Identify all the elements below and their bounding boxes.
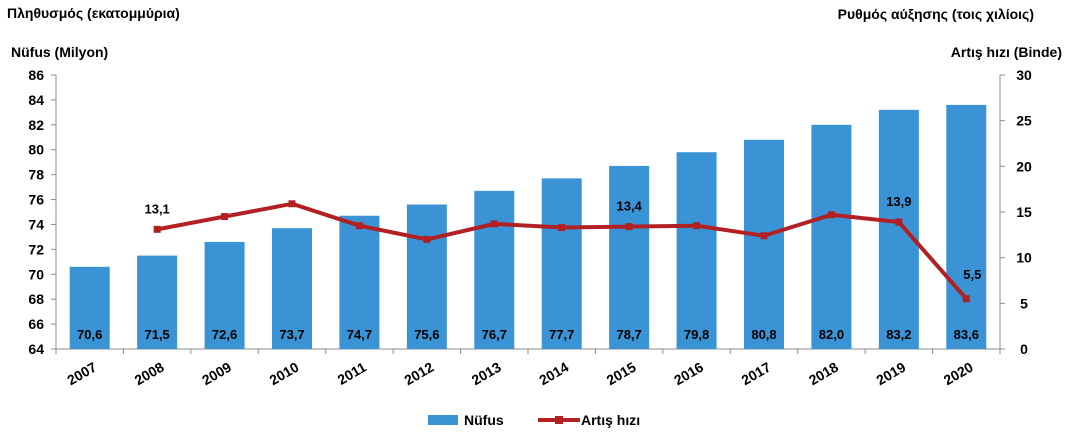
left-tick-label: 86 — [28, 67, 44, 83]
right-tick-label: 0 — [1020, 341, 1028, 357]
right-tick-label: 20 — [1016, 158, 1032, 174]
x-tick-label: 2019 — [873, 359, 908, 389]
bar-value-label: 74,7 — [347, 327, 372, 342]
bar-value-label: 76,7 — [482, 327, 507, 342]
growth-marker — [423, 235, 431, 243]
x-tick-label: 2011 — [335, 359, 369, 388]
x-tick-label: 2018 — [806, 359, 841, 389]
left-tick-label: 78 — [28, 167, 44, 183]
right-tick-label: 30 — [1016, 67, 1032, 83]
growth-marker — [558, 224, 566, 232]
x-tick-label: 2009 — [199, 359, 234, 389]
bar — [811, 124, 852, 350]
bar — [609, 165, 650, 349]
left-tick-label: 66 — [28, 316, 44, 332]
bar — [272, 228, 312, 349]
legend-label-artis: Artış hızı — [581, 412, 640, 428]
x-tick-label: 2007 — [64, 359, 99, 389]
x-tick-label: 2016 — [671, 359, 706, 389]
bar — [339, 215, 380, 349]
bar-value-label: 77,7 — [549, 327, 574, 342]
greek-population-title: Πληθυσμός (εκατομμύρια) — [7, 5, 180, 21]
growth-marker — [693, 222, 701, 230]
left-tick-label: 82 — [28, 117, 44, 133]
growth-marker — [827, 211, 835, 219]
bars: 70,6 71,5 72,6 73,7 74,7 75,6 76,7 77,7 78,7 79,8… — [69, 104, 987, 350]
bar-value-label: 83,6 — [954, 327, 979, 342]
x-tick-label: 2017 — [739, 359, 774, 389]
bar — [474, 190, 515, 349]
left-tick-label: 64 — [28, 341, 44, 357]
growth-marker — [153, 225, 161, 233]
x-tick-label: 2010 — [267, 359, 302, 389]
bar-value-label: 83,2 — [886, 327, 911, 342]
left-tick-label: 76 — [28, 192, 44, 208]
bar-value-label: 75,6 — [414, 327, 439, 342]
left-tick-label: 84 — [28, 92, 44, 108]
x-tick-label: 2014 — [536, 359, 571, 389]
bar-value-label: 70,6 — [77, 327, 102, 342]
growth-marker — [221, 213, 229, 221]
bar-value-label: 80,8 — [751, 327, 776, 342]
growth-value-label: 13,1 — [144, 201, 169, 216]
bar — [541, 178, 582, 349]
bar — [744, 139, 784, 349]
x-tick-label: 2013 — [469, 359, 504, 389]
growth-value-label: 13,9 — [886, 194, 911, 209]
growth-value-label: 13,4 — [616, 199, 642, 214]
right-tick-label: 10 — [1016, 250, 1032, 266]
bar-value-label: 79,8 — [684, 327, 709, 342]
growth-marker — [962, 295, 970, 303]
right-tick-label: 5 — [1020, 295, 1028, 311]
bar-value-label: 82,0 — [819, 327, 844, 342]
bar — [69, 266, 110, 349]
bar-value-label: 73,7 — [279, 327, 304, 342]
greek-growth-rate-title: Ρυθμός αύξησης (τοις χιλίοις) — [837, 6, 1034, 22]
legend-marker-artis — [555, 416, 563, 424]
legend-swatch-nufus — [428, 415, 458, 425]
left-tick-label: 72 — [28, 241, 44, 257]
bar — [878, 109, 919, 349]
x-tick-label: 2008 — [132, 359, 167, 389]
bar — [137, 255, 178, 349]
legend: Nüfus Artış hızı — [428, 412, 640, 428]
left-tick-label: 74 — [28, 216, 44, 232]
right-tick-label: 25 — [1016, 113, 1032, 129]
bar — [946, 104, 987, 350]
growth-marker — [288, 200, 296, 208]
x-tick-label: 2020 — [941, 359, 976, 389]
growth-marker — [760, 232, 768, 240]
growth-value-label: 5,5 — [963, 267, 981, 282]
left-axis-label: Nüfus (Milyon) — [11, 44, 109, 60]
growth-marker — [490, 220, 498, 228]
bar-value-label: 71,5 — [144, 327, 169, 342]
left-tick-label: 68 — [28, 291, 44, 307]
left-tick-label: 70 — [28, 266, 44, 282]
growth-line: 13,1 13,4 13,9 5,5 — [144, 194, 981, 303]
bar-value-label: 72,6 — [212, 327, 237, 342]
right-axis-label: Artış hızı (Binde) — [950, 44, 1062, 60]
bar — [676, 152, 717, 349]
bar — [204, 241, 245, 349]
bar-value-label: 78,7 — [616, 327, 641, 342]
x-tick-label: 2015 — [604, 359, 639, 389]
growth-marker — [895, 218, 903, 226]
legend-label-nufus: Nüfus — [464, 412, 504, 428]
left-tick-label: 80 — [28, 142, 44, 158]
growth-marker — [355, 222, 363, 230]
x-tick-label: 2012 — [401, 359, 436, 389]
right-tick-label: 15 — [1016, 204, 1032, 220]
bar — [406, 204, 447, 349]
growth-marker — [625, 223, 633, 231]
